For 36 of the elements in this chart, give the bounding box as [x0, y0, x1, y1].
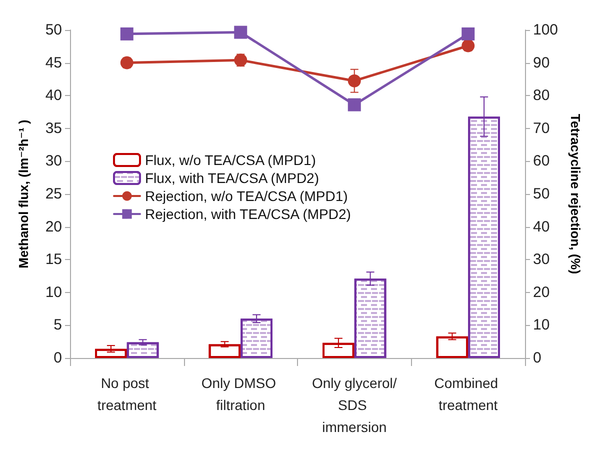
x-tick-label: Combined treatment: [434, 375, 502, 413]
y-tick-label: 45: [45, 54, 62, 72]
legend-label: Flux, with TEA/CSA (MPD2): [145, 170, 320, 186]
point: [348, 98, 361, 112]
y2-tick-label: 70: [533, 120, 550, 137]
y2-tick-label: 50: [533, 186, 550, 202]
point: [120, 27, 134, 40]
y-tick-label: 30: [45, 152, 62, 170]
y-tick-label: 25: [45, 186, 62, 202]
y-tick-label: 35: [45, 120, 62, 137]
y2-tick-label: 10: [533, 316, 550, 334]
point: [462, 27, 475, 40]
x-tick-label: Only glycerol/SDS immersion: [312, 375, 397, 435]
y2-axis-title: Tetracycline rejection, (%): [568, 114, 583, 274]
x-tick-label: Only DMSO filtration: [201, 375, 280, 413]
legend-label: Rejection, with TEA/CSA (MPD2): [145, 206, 351, 222]
y2-tick-label: 20: [533, 284, 550, 301]
y2-tick-label: 30: [533, 251, 550, 268]
y2-tick-label: 90: [533, 54, 550, 72]
y-tick-label: 50: [45, 22, 62, 38]
y-axis-title: Methanol flux, (lm⁻²h⁻¹ ): [16, 120, 31, 268]
y2-tick-label: 100: [533, 22, 558, 38]
y2-tick-label: 60: [533, 152, 550, 170]
y-tick-label: 40: [45, 87, 62, 104]
y2-tick-label: 0: [533, 350, 542, 366]
y2-tick-label: 80: [533, 87, 550, 104]
legend-label: Flux, w/o TEA/CSA (MPD1): [145, 152, 316, 168]
x-tick-label: No post treatment: [97, 375, 157, 413]
y-tick-label: 5: [54, 316, 62, 334]
point: [234, 26, 248, 39]
y2-tick-label: 40: [533, 218, 550, 236]
y-tick-label: 0: [54, 350, 62, 366]
y-tick-label: 20: [45, 218, 62, 236]
legend-label: Rejection, w/o TEA/CSA (MPD1): [145, 188, 348, 204]
y-tick-label: 10: [45, 284, 62, 301]
y-tick-label: 15: [45, 251, 62, 268]
